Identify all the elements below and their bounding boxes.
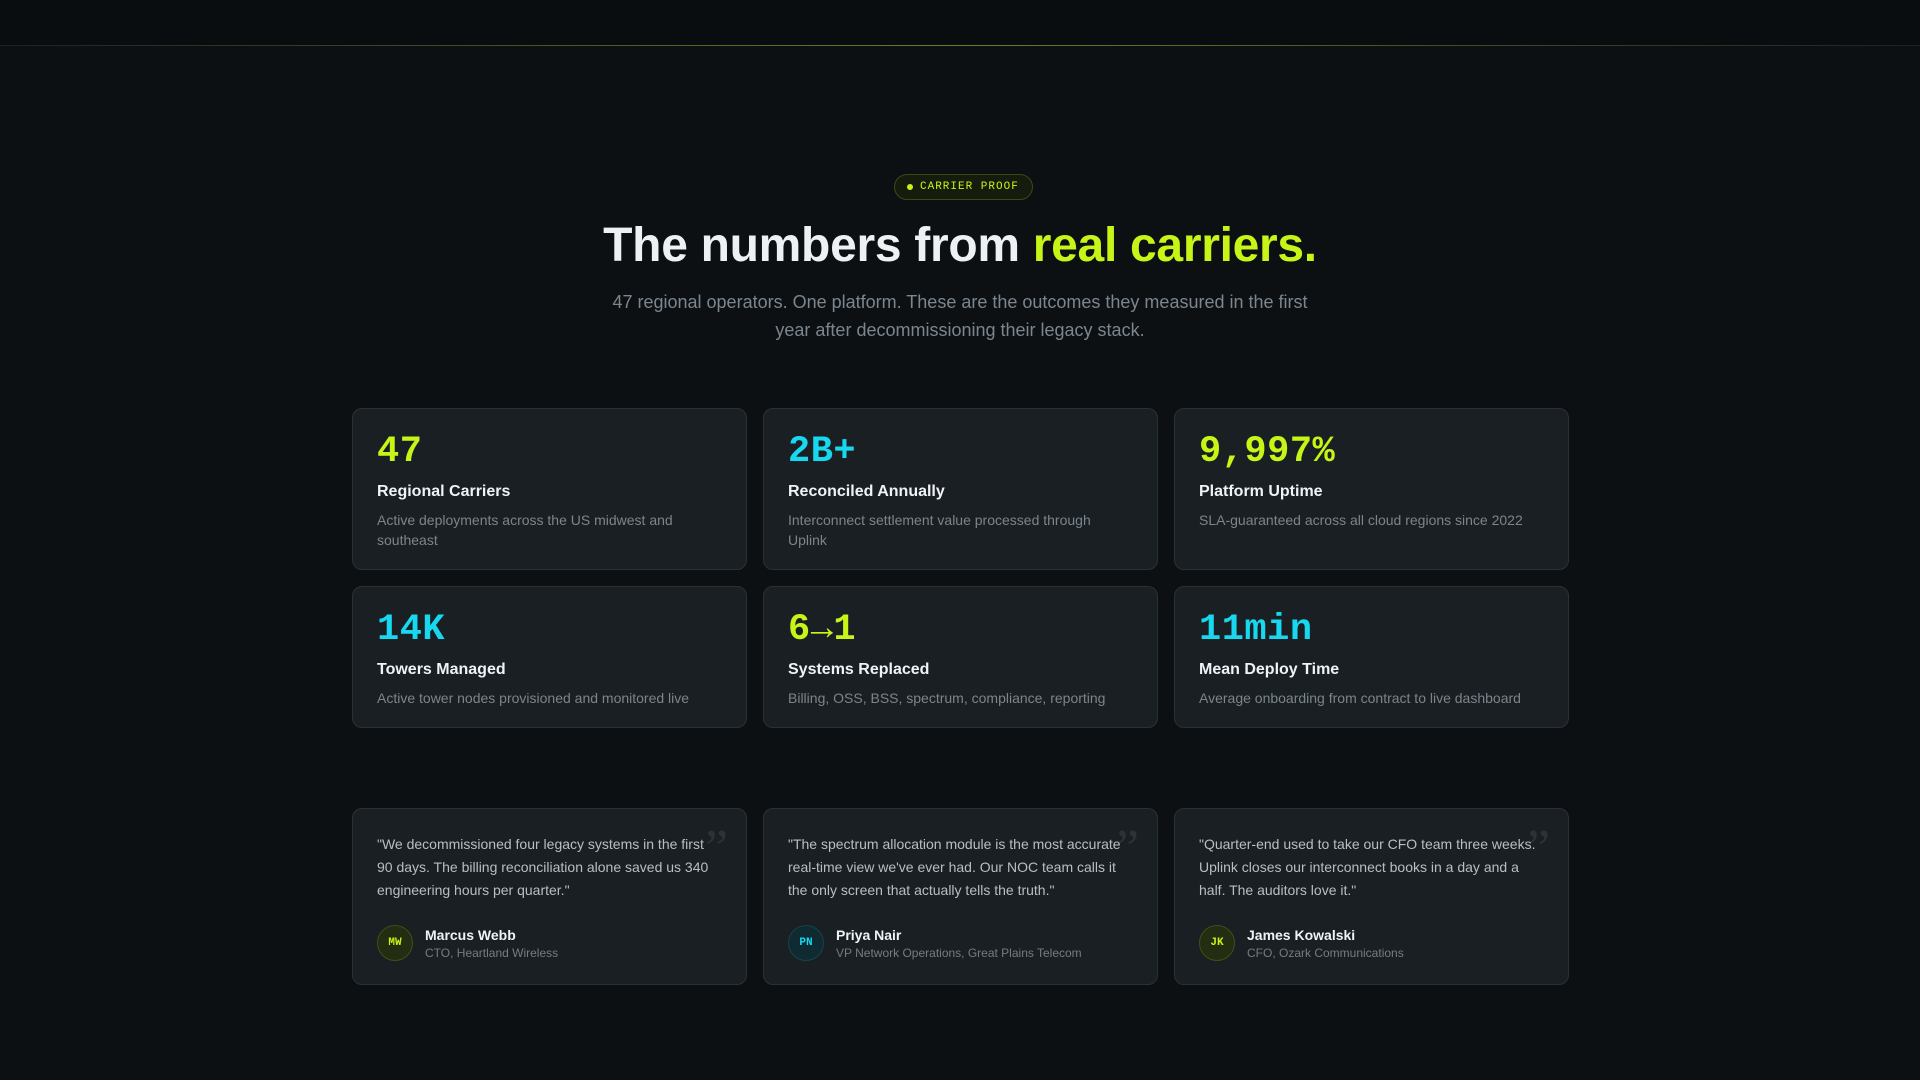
testimonial-card: ” "We decommissioned four legacy systems… [352, 808, 747, 985]
top-nav-bar [0, 0, 1920, 46]
testimonial-card: ” "Quarter-end used to take our CFO team… [1174, 808, 1569, 985]
stat-value: 11min [1199, 609, 1313, 651]
stat-description: Interconnect settlement value processed … [788, 512, 1091, 548]
avatar: JK [1199, 925, 1235, 961]
stat-value: 6→1 [788, 609, 857, 651]
headline-accent: real carriers. [1032, 219, 1317, 272]
testimonial-author: PN Priya Nair VP Network Operations, Gre… [788, 925, 1082, 961]
author-name: Priya Nair [836, 926, 902, 943]
stat-description: Active tower nodes provisioned and monit… [377, 690, 690, 706]
testimonial-author: JK James Kowalski CFO, Ozark Communicati… [1199, 925, 1404, 961]
testimonial-quote: "Quarter-end used to take our CFO team t… [1199, 836, 1536, 898]
stat-card-platform-uptime: 9,997% Platform Uptime SLA-guaranteed ac… [1174, 408, 1569, 570]
stat-value: 14K [377, 609, 446, 651]
page-title: The numbers from real carriers. [0, 218, 1920, 273]
stat-card-towers-managed: 14K Towers Managed Active tower nodes pr… [352, 586, 747, 728]
avatar: PN [788, 925, 824, 961]
stat-title: Systems Replaced [788, 661, 930, 678]
author-role: VP Network Operations, Great Plains Tele… [836, 945, 1082, 960]
stat-title: Mean Deploy Time [1199, 661, 1340, 678]
stat-description: Active deployments across the US midwest… [377, 512, 673, 548]
stat-title: Platform Uptime [1199, 483, 1323, 500]
quote-mark-icon: ” [704, 820, 728, 877]
stat-title: Towers Managed [377, 661, 506, 678]
page-subtitle: 47 regional operators. One platform. The… [612, 292, 1308, 340]
testimonial-quote: "The spectrum allocation module is the m… [788, 836, 1121, 898]
avatar: MW [377, 925, 413, 961]
testimonials-grid: ” "We decommissioned four legacy systems… [352, 808, 1569, 985]
headline-main: The numbers from [603, 219, 1033, 272]
author-name: Marcus Webb [425, 926, 516, 943]
stat-card-systems-replaced: 6→1 Systems Replaced Billing, OSS, BSS, … [763, 586, 1158, 728]
stat-card-regional-carriers: 47 Regional Carriers Active deployments … [352, 408, 747, 570]
dot-icon [907, 184, 913, 190]
stat-card-reconciled-annually: 2B+ Reconciled Annually Interconnect set… [763, 408, 1158, 570]
section-badge: CARRIER PROOF [894, 174, 1033, 200]
testimonial-author: MW Marcus Webb CTO, Heartland Wireless [377, 925, 558, 961]
author-role: CFO, Ozark Communications [1247, 945, 1404, 960]
stat-card-mean-deploy-time: 11min Mean Deploy Time Average onboardin… [1174, 586, 1569, 728]
testimonial-quote: "We decommissioned four legacy systems i… [377, 836, 709, 898]
stat-title: Reconciled Annually [788, 483, 945, 500]
quote-mark-icon: ” [1526, 820, 1550, 877]
quote-mark-icon: ” [1115, 820, 1139, 877]
stats-grid: 47 Regional Carriers Active deployments … [352, 408, 1569, 728]
stat-value: 9,997% [1199, 431, 1336, 473]
author-role: CTO, Heartland Wireless [425, 945, 559, 960]
stat-title: Regional Carriers [377, 483, 511, 500]
stat-description: Billing, OSS, BSS, spectrum, compliance,… [788, 690, 1106, 706]
stat-description: Average onboarding from contract to live… [1199, 690, 1521, 706]
testimonial-card: ” "The spectrum allocation module is the… [763, 808, 1158, 985]
badge-label: CARRIER PROOF [920, 181, 1019, 193]
stat-description: SLA-guaranteed across all cloud regions … [1199, 512, 1523, 528]
nav-divider [0, 45, 1920, 46]
stat-value: 47 [377, 431, 423, 473]
author-name: James Kowalski [1247, 926, 1356, 943]
stat-value: 2B+ [788, 431, 857, 473]
